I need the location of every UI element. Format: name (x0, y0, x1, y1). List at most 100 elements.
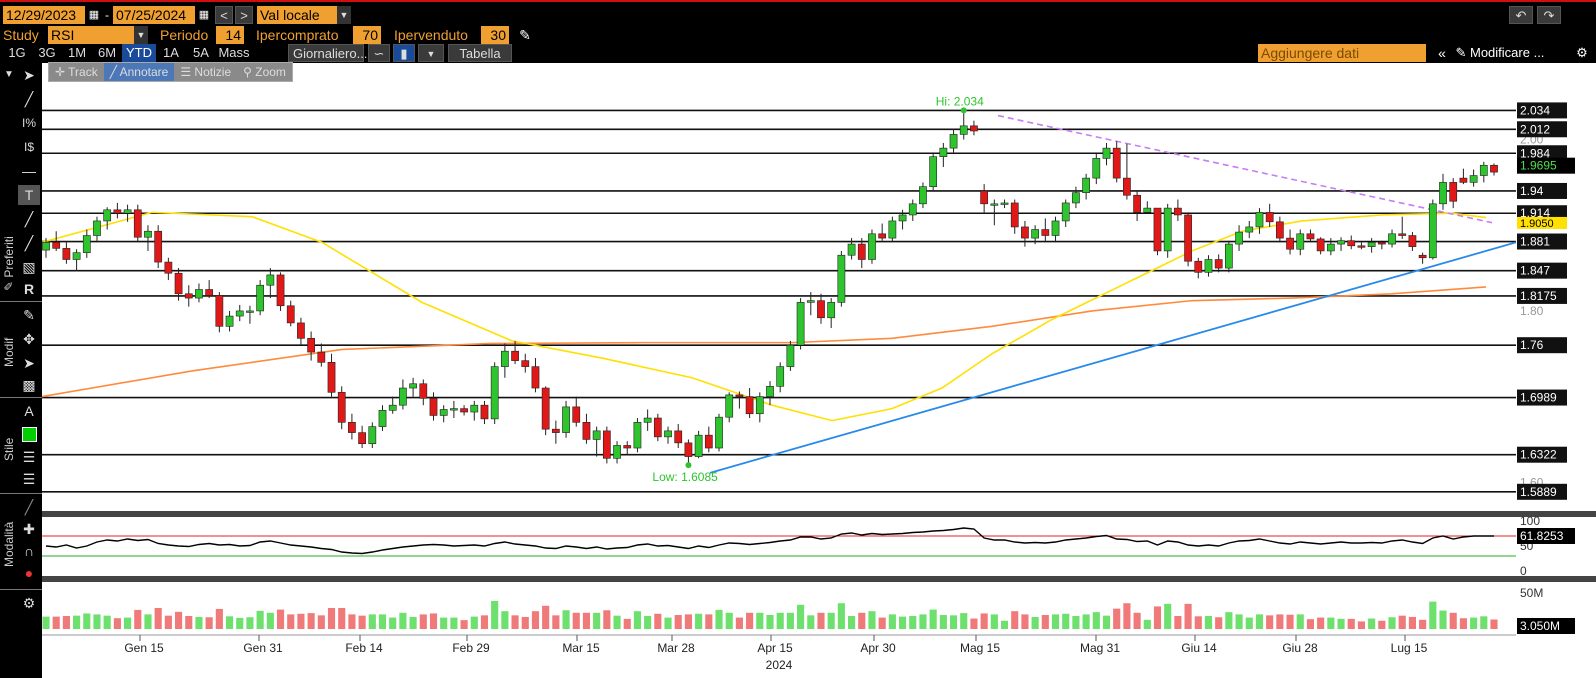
overbought-label: Ipercomprato (256, 27, 339, 43)
calendar-icon[interactable]: ▦ (198, 9, 210, 21)
channel-icon[interactable]: ▧ (22, 259, 36, 275)
interval-select[interactable]: Giornaliero... (288, 44, 367, 62)
r-tool[interactable]: R (23, 281, 35, 297)
x-tick-label: Feb 29 (452, 641, 490, 655)
oversold-input[interactable]: 30 (481, 26, 509, 44)
chart-line-icon[interactable]: ∽ (368, 44, 390, 62)
chevron-down-icon[interactable]: ▼ (134, 26, 148, 44)
next-period-button[interactable]: > (235, 6, 253, 24)
candle-body (1153, 207, 1162, 252)
volume-bar (317, 615, 325, 629)
text-style-icon[interactable]: A (24, 403, 34, 419)
study-select[interactable]: RSI (48, 26, 134, 44)
level-tag-label: 2.034 (1520, 103, 1550, 117)
chart-area[interactable]: Hi: 2.034 Low: 1.6085 Gen 15 Gen 31 Feb 14 Fe… (42, 63, 1516, 678)
table-button[interactable]: Tabella (448, 44, 512, 62)
calendar-icon[interactable]: ▦ (88, 9, 100, 21)
volume-bar (633, 611, 642, 629)
volume-bar (980, 613, 988, 629)
candle-body (1255, 212, 1264, 228)
chart-svg[interactable]: Hi: 2.034 Low: 1.6085 Gen 15 Gen 31 Feb 14 Fe… (42, 63, 1516, 678)
fibonacci-icon[interactable]: I% (21, 116, 36, 130)
chevron-down-icon[interactable]: ▼ (418, 44, 444, 62)
chart-tool-track[interactable]: ✛ Track (55, 65, 98, 79)
gear-icon[interactable]: ⚙ (1576, 45, 1588, 60)
price-level-icon[interactable]: I$ (23, 140, 34, 154)
end-date-input[interactable]: 07/25/2024 (113, 6, 195, 24)
range-button[interactable]: YTD (122, 44, 156, 62)
prev-period-button[interactable]: < (215, 6, 233, 24)
candle-body (1490, 164, 1498, 173)
range-button[interactable]: 1M (62, 44, 92, 62)
volume-bar (83, 613, 91, 629)
candle-body (776, 366, 785, 387)
range-button[interactable]: 1G (2, 44, 32, 62)
candle-body (704, 434, 713, 449)
chart-tool-zoom[interactable]: ⚲ Zoom (243, 65, 286, 79)
candle-body (1072, 192, 1080, 204)
pencil-icon[interactable]: ✎ (1455, 45, 1467, 60)
line-style-icon[interactable]: ☰ (22, 471, 36, 487)
candle-body (817, 300, 825, 319)
volume-bar (1235, 614, 1243, 629)
range-button[interactable]: Mass (216, 44, 252, 62)
volume-bar (1296, 614, 1304, 629)
candle-body (592, 430, 601, 440)
volume-bar (949, 615, 958, 629)
magnet-icon[interactable]: ∩ (23, 543, 35, 559)
pencil-icon[interactable]: ✎ (519, 27, 531, 43)
volume-bar (460, 620, 468, 629)
volume-bar (593, 612, 601, 629)
eraser-pencil-icon[interactable]: ✎ (23, 307, 35, 323)
chevron-down-icon[interactable]: ▼ (337, 6, 351, 24)
gear-icon[interactable]: ⚙ (22, 595, 36, 611)
double-chevron-left-icon[interactable]: « (1438, 45, 1446, 61)
candlestick-icon[interactable]: ▮ (393, 44, 415, 62)
ray-line-icon[interactable]: ╱ (24, 235, 34, 251)
color-swatch[interactable] (18, 423, 40, 443)
candle-body (113, 209, 122, 214)
candle-body (337, 392, 346, 423)
volume-bar (52, 616, 60, 629)
volume-bar (1062, 613, 1070, 629)
start-date-input[interactable]: 12/29/2023 (3, 6, 85, 24)
horizontal-line-icon[interactable]: — (22, 163, 36, 179)
candle-body (1021, 226, 1029, 239)
currency-select[interactable]: Val locale (257, 6, 337, 24)
collapse-triangle-icon[interactable]: ▼ (4, 69, 14, 80)
candle-body (1275, 221, 1284, 239)
trash-icon[interactable]: ▩ (22, 377, 36, 393)
move-icon[interactable]: ✥ (23, 331, 35, 347)
trend-line-icon[interactable]: ╱ (24, 211, 34, 227)
range-button[interactable]: 1A (156, 44, 186, 62)
level-tag-label: 1.8175 (1520, 289, 1557, 303)
candle-body (1347, 240, 1356, 247)
text-tool-icon[interactable]: T (18, 185, 40, 205)
redo-icon[interactable]: ↷ (1537, 6, 1561, 24)
volume-bar (236, 617, 244, 629)
candle-body (1214, 259, 1223, 269)
range-button[interactable]: 3G (32, 44, 62, 62)
add-data-input[interactable]: Aggiungere dati (1258, 44, 1426, 62)
chart-tool-notizie[interactable]: ☰ Notizie (180, 65, 232, 79)
line-width-icon[interactable]: ☰ (22, 449, 36, 465)
volume-bar (399, 612, 407, 629)
chart-tool-annotare[interactable]: ╱ Annotare (103, 63, 175, 81)
candle-body (1010, 202, 1019, 228)
candle-body (847, 243, 856, 256)
undo-icon[interactable]: ↶ (1509, 6, 1533, 24)
multi-color-icon[interactable]: ● (24, 565, 34, 581)
draw-line-icon[interactable]: ╱ (24, 91, 34, 107)
range-button[interactable]: 5A (186, 44, 216, 62)
volume-bar (1388, 617, 1396, 629)
crosshair-icon[interactable]: ✚ (23, 521, 35, 537)
candle-body (725, 394, 734, 418)
cursor-arrow-icon[interactable]: ➤ (23, 67, 35, 83)
select-arrow-icon[interactable]: ➤ (23, 355, 35, 371)
candle-body (72, 252, 81, 260)
period-input[interactable]: 14 (216, 26, 244, 44)
candle-body (1459, 177, 1468, 183)
edit-button[interactable]: Modificare ... (1470, 45, 1545, 60)
range-button[interactable]: 6M (92, 44, 122, 62)
overbought-input[interactable]: 70 (353, 26, 381, 44)
